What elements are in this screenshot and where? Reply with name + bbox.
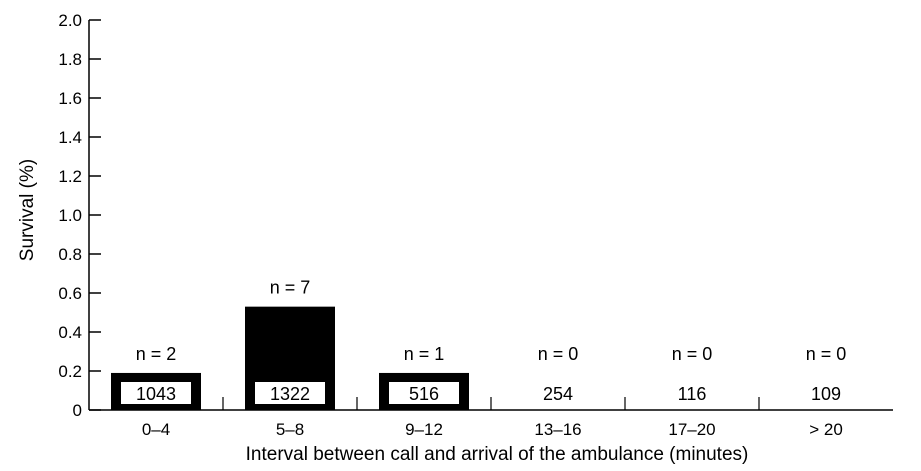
count-label-box — [255, 382, 325, 404]
x-category-label: 17–20 — [668, 420, 715, 439]
count-label: 516 — [409, 384, 439, 404]
x-category-label: 0–4 — [142, 420, 170, 439]
count-label: 116 — [678, 384, 707, 404]
y-tick-label: 2.0 — [58, 11, 82, 30]
count-label: 254 — [543, 384, 573, 404]
count-label: 1322 — [270, 384, 310, 404]
bar-annotations: 1043 n = 2 1322 n = 7 516 n = 1 254 n = 0 116 n =… — [121, 278, 846, 404]
x-category-label: > 20 — [809, 420, 843, 439]
n-label: n = 0 — [806, 344, 847, 364]
y-tick-label: 1.6 — [58, 89, 82, 108]
y-axis: 0 0.2 0.4 0.6 0.8 1.0 1.2 1.4 1.6 1.8 2.0 — [58, 11, 101, 420]
x-axis: 0–4 5–8 9–12 13–16 17–20 > 20 — [89, 397, 893, 439]
n-label: n = 2 — [136, 344, 177, 364]
n-label: n = 1 — [404, 344, 445, 364]
y-tick-label: 1.0 — [58, 206, 82, 225]
x-category-label: 5–8 — [276, 420, 304, 439]
y-tick-label: 1.4 — [58, 128, 82, 147]
y-tick-label: 0 — [73, 401, 82, 420]
y-tick-label: 0.8 — [58, 245, 82, 264]
count-label-box — [121, 382, 191, 404]
count-label: 109 — [811, 384, 841, 404]
y-tick-label: 1.8 — [58, 50, 82, 69]
y-tick-label: 0.2 — [58, 362, 82, 381]
count-label-box — [389, 382, 459, 404]
y-tick-label: 0.4 — [58, 323, 82, 342]
x-axis-title: Interval between call and arrival of the… — [246, 444, 749, 465]
y-axis-title: Survival (%) — [17, 159, 38, 261]
y-tick-label: 0.6 — [58, 284, 82, 303]
n-label: n = 0 — [672, 344, 713, 364]
n-label: n = 0 — [538, 344, 579, 364]
count-label: 1043 — [136, 384, 176, 404]
x-category-label: 13–16 — [534, 420, 581, 439]
n-label: n = 7 — [270, 278, 311, 298]
x-category-label: 9–12 — [405, 420, 443, 439]
y-tick-label: 1.2 — [58, 167, 82, 186]
